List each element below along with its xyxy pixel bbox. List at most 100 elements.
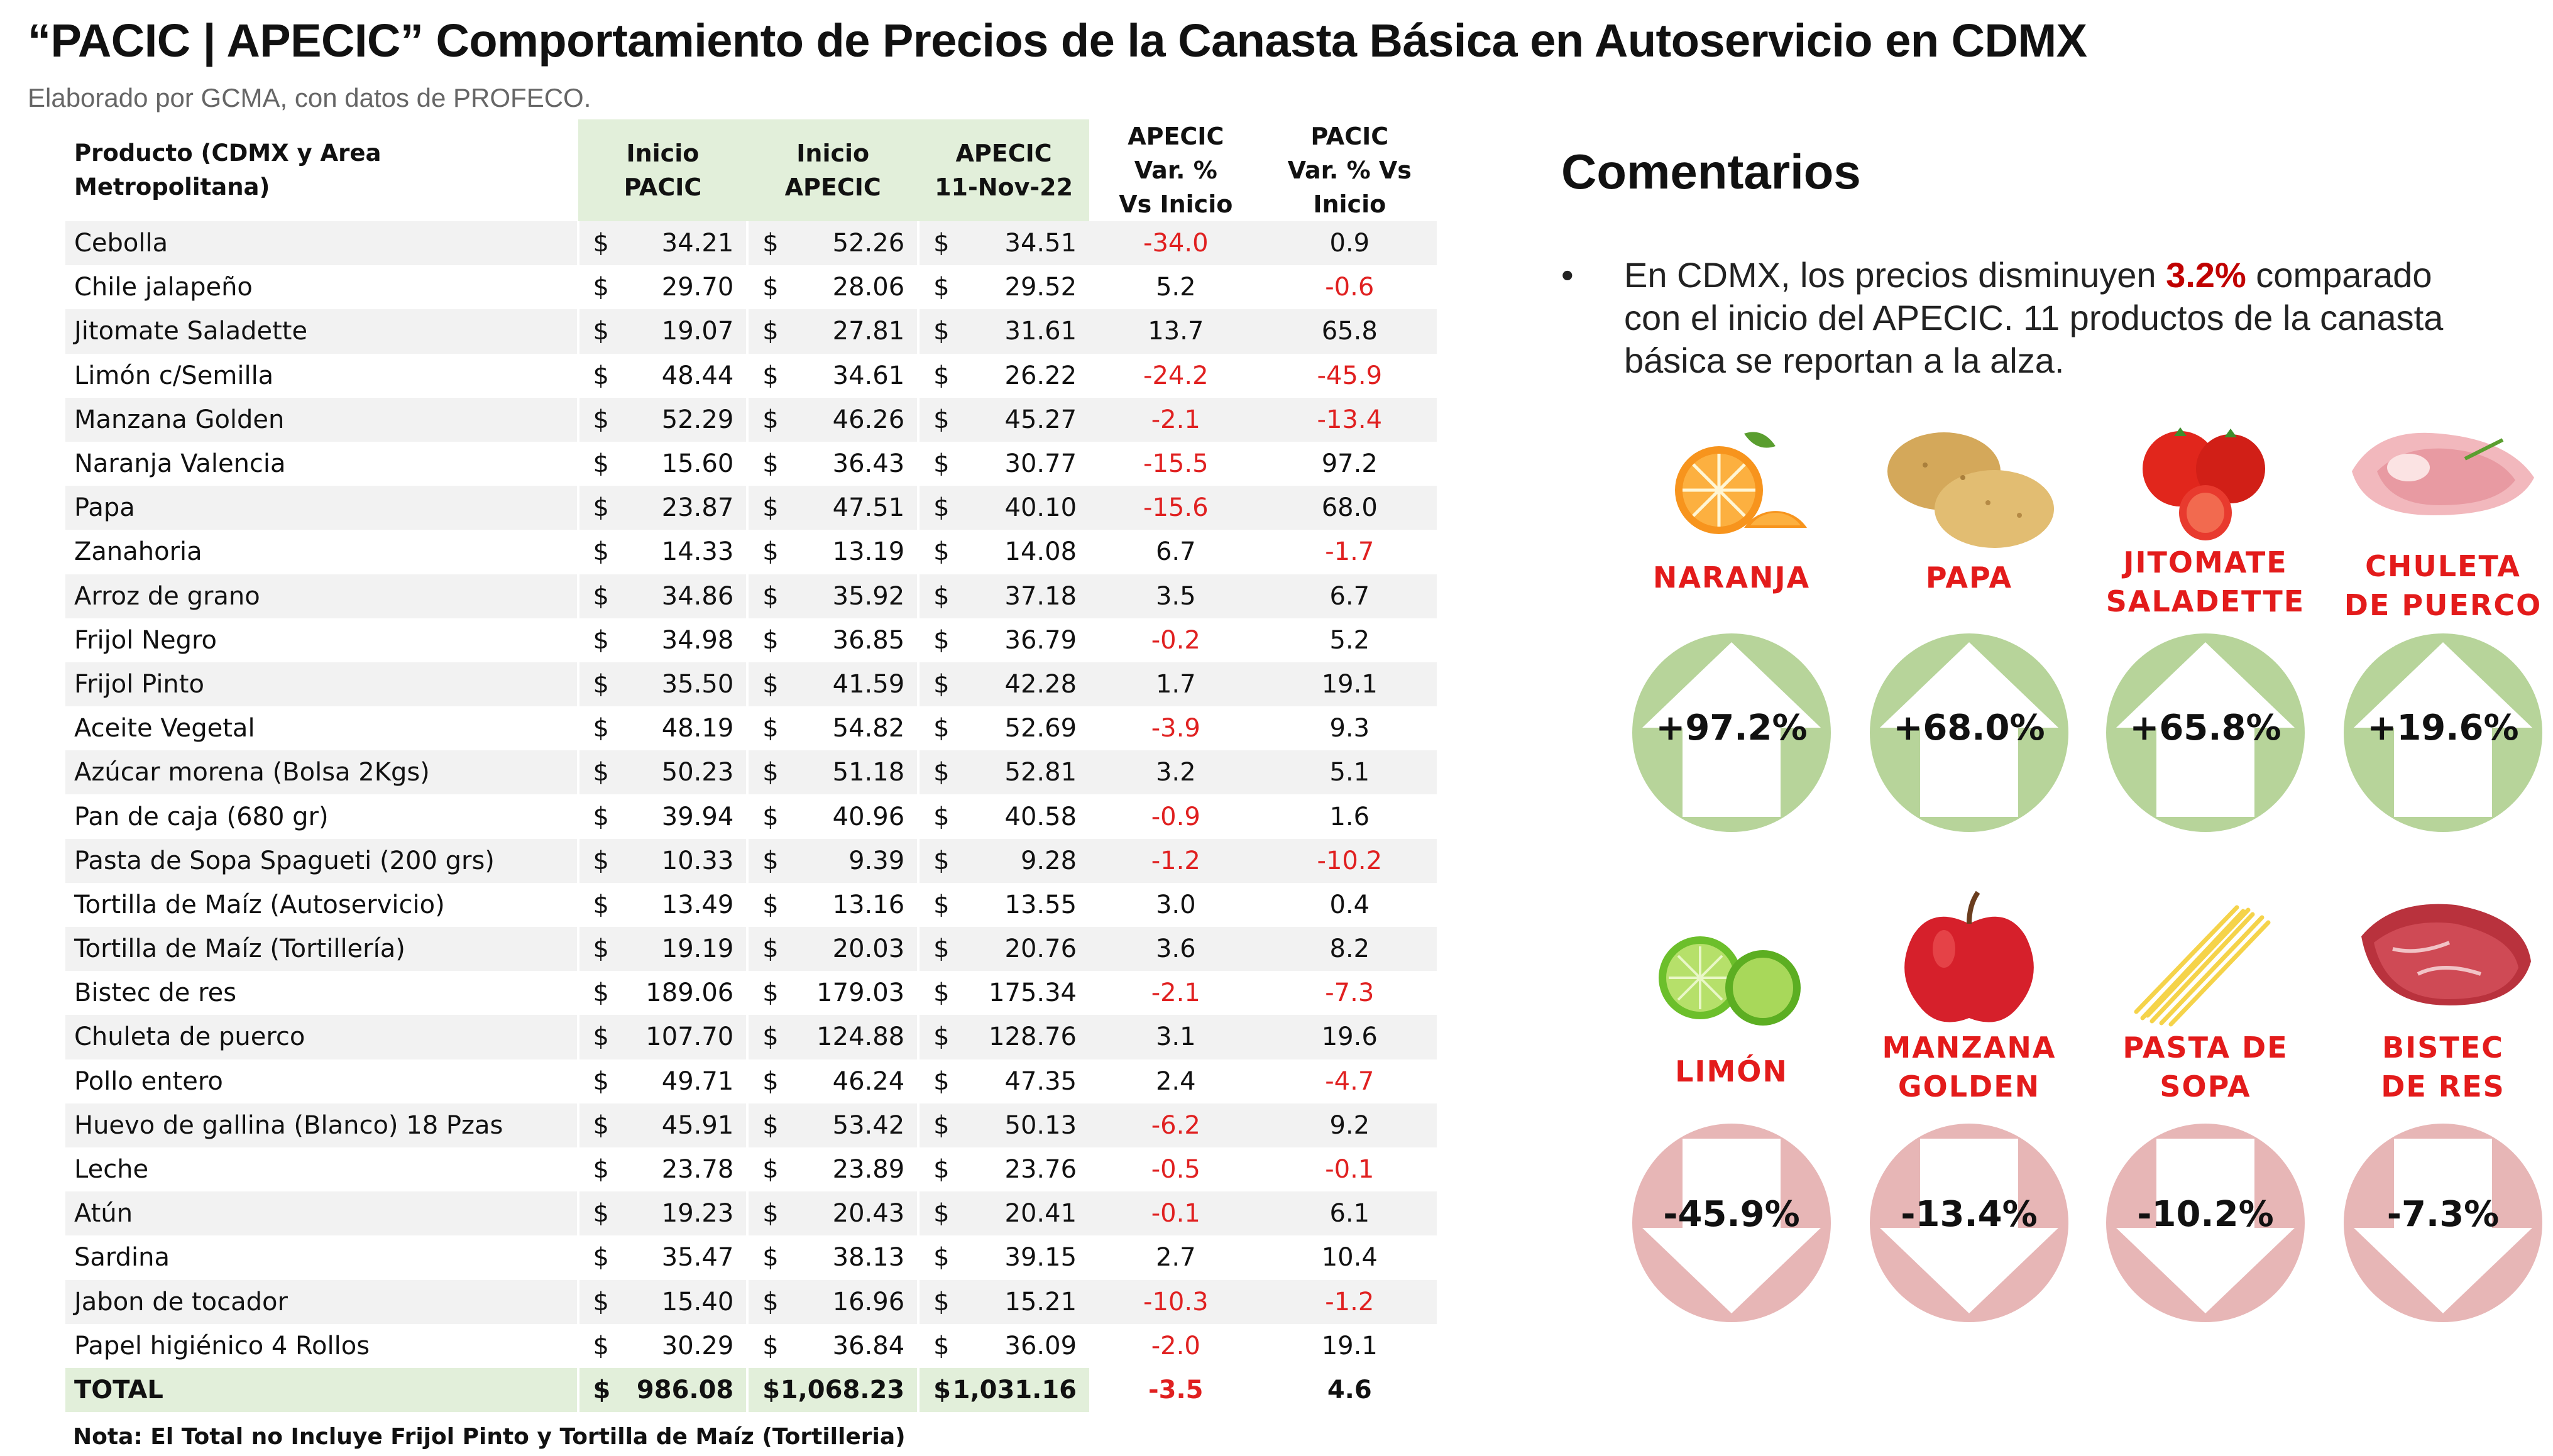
- label-line: MANZANA: [1882, 1031, 2056, 1065]
- currency-sign: $: [933, 317, 950, 346]
- price-apecic: $13.16: [746, 882, 919, 927]
- price-pacic: $19.07: [576, 309, 748, 354]
- amount: 1,068.23: [780, 1375, 905, 1404]
- card-label: MANZANA GOLDEN: [1853, 1028, 2085, 1106]
- currency-sign: $: [933, 537, 950, 567]
- amount: 46.26: [832, 405, 905, 434]
- amount: 52.81: [1004, 758, 1077, 787]
- product-name: Papa: [65, 486, 578, 530]
- amount: 40.96: [832, 802, 905, 831]
- price-now: $14.08: [917, 530, 1090, 574]
- var-apecic: -0.2: [1089, 618, 1263, 662]
- price-now: $20.76: [917, 927, 1090, 972]
- amount: 29.52: [1004, 273, 1077, 302]
- product-name: Pasta de Sopa Spagueti (200 grs): [65, 838, 578, 883]
- amount: 19.23: [661, 1199, 734, 1229]
- currency-sign: $: [762, 758, 779, 787]
- table-row: Frijol Pinto $35.50 $41.59 $42.28 1.7 19.1: [65, 662, 1437, 707]
- var-apecic: -15.6: [1089, 486, 1263, 530]
- price-apecic: $13.19: [746, 530, 919, 574]
- amount: 50.13: [1004, 1110, 1077, 1140]
- price-now: $37.18: [917, 574, 1090, 618]
- down-indicator: -45.9%: [1632, 1124, 1831, 1322]
- table-row: Azúcar morena (Bolsa 2Kgs) $50.23 $51.18 $5…: [65, 750, 1437, 795]
- table-row: Bistec de res $189.06 $179.03 $175.34 -2.1 -7…: [65, 971, 1437, 1015]
- var-pacic: -0.6: [1262, 265, 1437, 310]
- amount: 10.33: [661, 846, 734, 875]
- var-apecic: 3.1: [1089, 1015, 1263, 1059]
- currency-sign: $: [593, 846, 609, 875]
- price-apecic: $34.61: [746, 353, 919, 398]
- product-name: Leche: [65, 1147, 578, 1192]
- product-name: Chuleta de puerco: [65, 1015, 578, 1059]
- price-now: $40.58: [917, 794, 1090, 839]
- amount: 34.21: [661, 229, 734, 258]
- currency-sign: $: [593, 229, 609, 258]
- table-body: Cebolla $34.21 $52.26 $34.51 -34.0 0.9 Chile j…: [65, 221, 1437, 1413]
- amount: 20.03: [832, 934, 905, 964]
- change-value: +19.6%: [2367, 708, 2519, 748]
- comments-title: Comentarios: [1561, 144, 1861, 199]
- currency-sign: $: [762, 1022, 779, 1052]
- bullet: •: [1561, 255, 1574, 295]
- card-manzana: MANZANA GOLDEN -13.4%: [1853, 886, 2085, 1426]
- table-total-row: TOTAL $986.08 $1,068.23 $1,031.16 -3.5 4…: [65, 1367, 1437, 1413]
- label-line: PASTA DE: [2122, 1031, 2288, 1065]
- amount: 36.09: [1004, 1331, 1077, 1360]
- currency-sign: $: [593, 537, 609, 567]
- up-indicator: +65.8%: [2106, 633, 2305, 832]
- card-label: CHULETA DE PUERCO: [2327, 547, 2553, 625]
- change-value: +97.2%: [1655, 708, 1808, 748]
- currency-sign: $: [933, 1199, 950, 1229]
- amount: 13.19: [832, 537, 905, 567]
- down-indicator: -13.4%: [1870, 1124, 2068, 1322]
- var-pacic: 0.4: [1262, 882, 1437, 927]
- table-row: Sardina $35.47 $38.13 $39.15 2.7 10.4: [65, 1235, 1437, 1280]
- currency-sign: $: [933, 1243, 950, 1273]
- price-pacic: $23.78: [576, 1147, 748, 1192]
- price-now: $50.13: [917, 1103, 1090, 1147]
- var-apecic: 3.0: [1089, 882, 1263, 927]
- amount: 35.50: [661, 669, 734, 699]
- amount: 36.79: [1004, 625, 1077, 655]
- total-var-apecic: -3.5: [1089, 1367, 1263, 1413]
- header-line: Inicio: [796, 140, 870, 167]
- currency-sign: $: [933, 1155, 950, 1185]
- price-pacic: $189.06: [576, 971, 748, 1015]
- arrow-up-icon: [1642, 642, 1821, 817]
- amount: 9.39: [848, 846, 905, 875]
- currency-sign: $: [933, 625, 950, 655]
- amount: 47.51: [832, 493, 905, 523]
- currency-sign: $: [593, 317, 609, 346]
- product-name: Aceite Vegetal: [65, 706, 578, 751]
- card-label: PASTA DE SOPA: [2089, 1028, 2322, 1106]
- currency-sign: $: [933, 581, 950, 611]
- amount: 53.42: [832, 1110, 905, 1140]
- price-apecic: $40.96: [746, 794, 919, 839]
- currency-sign: $: [762, 361, 779, 390]
- card-label: NARANJA: [1615, 558, 1848, 597]
- total-now: $1,031.16: [917, 1367, 1090, 1413]
- var-apecic: -0.1: [1089, 1191, 1263, 1236]
- price-now: $9.28: [917, 838, 1090, 883]
- var-pacic: 68.0: [1262, 486, 1437, 530]
- currency-sign: $: [762, 846, 779, 875]
- table-row: Leche $23.78 $23.89 $23.76 -0.5 -0.1: [65, 1147, 1437, 1192]
- currency-sign: $: [762, 1243, 779, 1273]
- currency-sign: $: [762, 669, 779, 699]
- label-line: CHULETA: [2365, 549, 2521, 583]
- var-pacic: 97.2: [1262, 441, 1437, 486]
- amount: 175.34: [989, 978, 1077, 1008]
- table-row: Papa $23.87 $47.51 $40.10 -15.6 68.0: [65, 486, 1437, 530]
- amount: 39.15: [1004, 1243, 1077, 1273]
- currency-sign: $: [593, 1066, 609, 1096]
- price-apecic: $20.43: [746, 1191, 919, 1236]
- price-apecic: $53.42: [746, 1103, 919, 1147]
- total-apecic: $1,068.23: [746, 1367, 919, 1413]
- currency-sign: $: [933, 890, 950, 919]
- comment-text-after: comparado con el inicio del APECIC. 11 p…: [1624, 255, 2444, 380]
- amount: 189.06: [645, 978, 734, 1008]
- card-label: BISTEC DE RES: [2327, 1028, 2553, 1106]
- currency-sign: $: [762, 537, 779, 567]
- table-row: Arroz de grano $34.86 $35.92 $37.18 3.5 6.7: [65, 574, 1437, 618]
